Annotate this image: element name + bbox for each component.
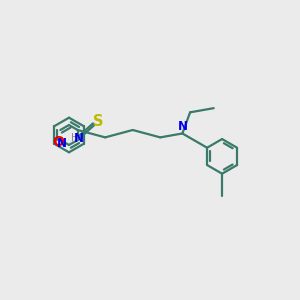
- Text: N: N: [74, 131, 84, 145]
- Text: S: S: [93, 114, 104, 129]
- Text: N: N: [57, 137, 67, 150]
- Text: O: O: [52, 134, 64, 148]
- Text: N: N: [177, 120, 188, 134]
- Text: H: H: [70, 134, 78, 143]
